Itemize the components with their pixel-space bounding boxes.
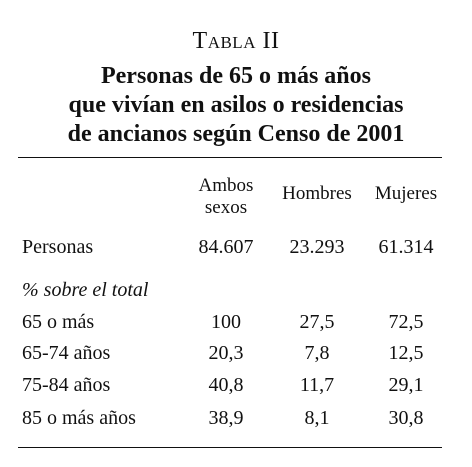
column-header-ambos: Ambos sexos [186, 175, 266, 219]
column-header-ambos-line2: sexos [204, 197, 248, 218]
title-line: de ancianos según Censo de 2001 [67, 121, 405, 147]
column-header-hombres: Hombres [282, 183, 352, 204]
row-label: 85 o más años [22, 407, 136, 429]
cell-mujeres: 30,8 [388, 407, 424, 429]
column-header-mujeres: Mujeres [374, 183, 438, 204]
row-label: 65-74 años [22, 342, 111, 364]
cell-hombres: 7,8 [304, 342, 330, 364]
cell-personas-mujeres: 61.314 [378, 236, 434, 258]
table-title: Personas de 65 o más años que vivían en … [10, 62, 462, 149]
cell-ambos: 40,8 [208, 374, 244, 396]
cell-ambos: 100 [211, 311, 241, 333]
bottom-rule [18, 447, 442, 448]
top-rule [18, 157, 442, 158]
section-label: % sobre el total [22, 279, 149, 301]
column-header-ambos-line1: Ambos [198, 175, 254, 196]
cell-personas-hombres: 23.293 [289, 236, 345, 258]
cell-mujeres: 12,5 [388, 342, 424, 364]
title-line: que vivían en asilos o residencias [68, 92, 404, 118]
cell-mujeres: 29,1 [388, 374, 424, 396]
table-label: Tabla II [192, 28, 280, 54]
cell-ambos: 38,9 [208, 407, 244, 429]
cell-hombres: 27,5 [299, 311, 335, 333]
row-label: 65 o más [22, 311, 95, 333]
cell-personas-ambos: 84.607 [198, 236, 254, 258]
title-line: Personas de 65 o más años [100, 63, 371, 89]
row-label: 75-84 años [22, 374, 111, 396]
row-label-personas: Personas [22, 236, 94, 258]
cell-mujeres: 72,5 [388, 311, 424, 333]
cell-ambos: 20,3 [208, 342, 244, 364]
cell-hombres: 8,1 [304, 407, 330, 429]
cell-hombres: 11,7 [299, 374, 335, 396]
